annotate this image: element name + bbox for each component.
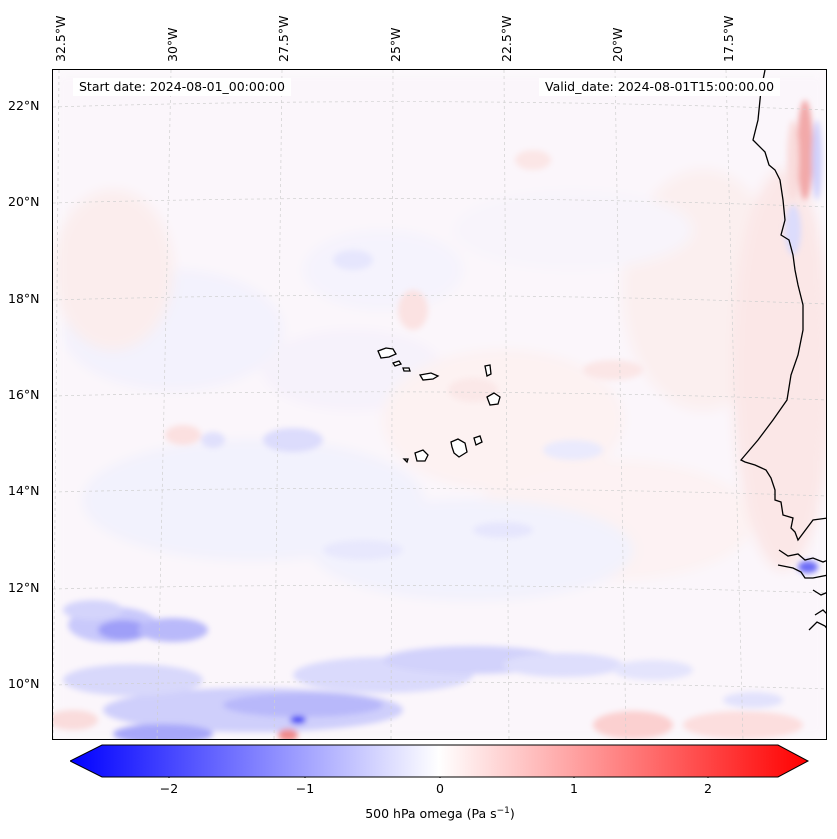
lat-label-22n: 22°N <box>8 98 40 113</box>
colorbar <box>70 744 810 778</box>
colorbar-body <box>70 744 810 778</box>
colorbar-label-main: 500 hPa omega (Pa s <box>365 806 497 822</box>
graticule <box>53 70 826 739</box>
colorbar-label: 500 hPa omega (Pa s−1) <box>0 806 837 821</box>
cape-verde-islands <box>377 347 501 464</box>
colorbar-tick-1: 1 <box>570 781 578 796</box>
colorbar-label-exponent: −1 <box>496 806 510 816</box>
start-date-text: Start date: 2024-08-01_00:00:00 <box>73 78 291 96</box>
lat-label-18n: 18°N <box>8 291 40 306</box>
colorbar-tick-neg2: −2 <box>159 781 179 796</box>
lon-label-30w: 30°W <box>165 27 180 62</box>
lon-label-27-5w: 27.5°W <box>276 15 291 62</box>
omega-field <box>53 70 826 739</box>
colorbar-tick-0: 0 <box>436 781 444 796</box>
lon-label-20w: 20°W <box>610 27 625 62</box>
colorbar-tick-2: 2 <box>704 781 712 796</box>
colorbar-tick-neg1: −1 <box>295 781 315 796</box>
lat-label-16n: 16°N <box>8 387 40 402</box>
valid-date-text: Valid_date: 2024-08-01T15:00:00.00 <box>539 78 781 96</box>
lon-label-25w: 25°W <box>388 27 403 62</box>
lat-label-12n: 12°N <box>8 580 40 595</box>
lon-label-17-5w: 17.5°W <box>721 15 736 62</box>
lon-label-22-5w: 22.5°W <box>499 15 514 62</box>
lat-label-14n: 14°N <box>8 483 40 498</box>
lat-label-20n: 20°N <box>8 194 40 209</box>
lat-label-10n: 10°N <box>8 676 40 691</box>
omega-map[interactable] <box>52 69 827 740</box>
map-canvas <box>53 70 826 739</box>
coastline <box>739 70 826 631</box>
lon-label-32-5w: 32.5°W <box>53 15 68 62</box>
colorbar-label-suffix: ) <box>509 806 515 822</box>
